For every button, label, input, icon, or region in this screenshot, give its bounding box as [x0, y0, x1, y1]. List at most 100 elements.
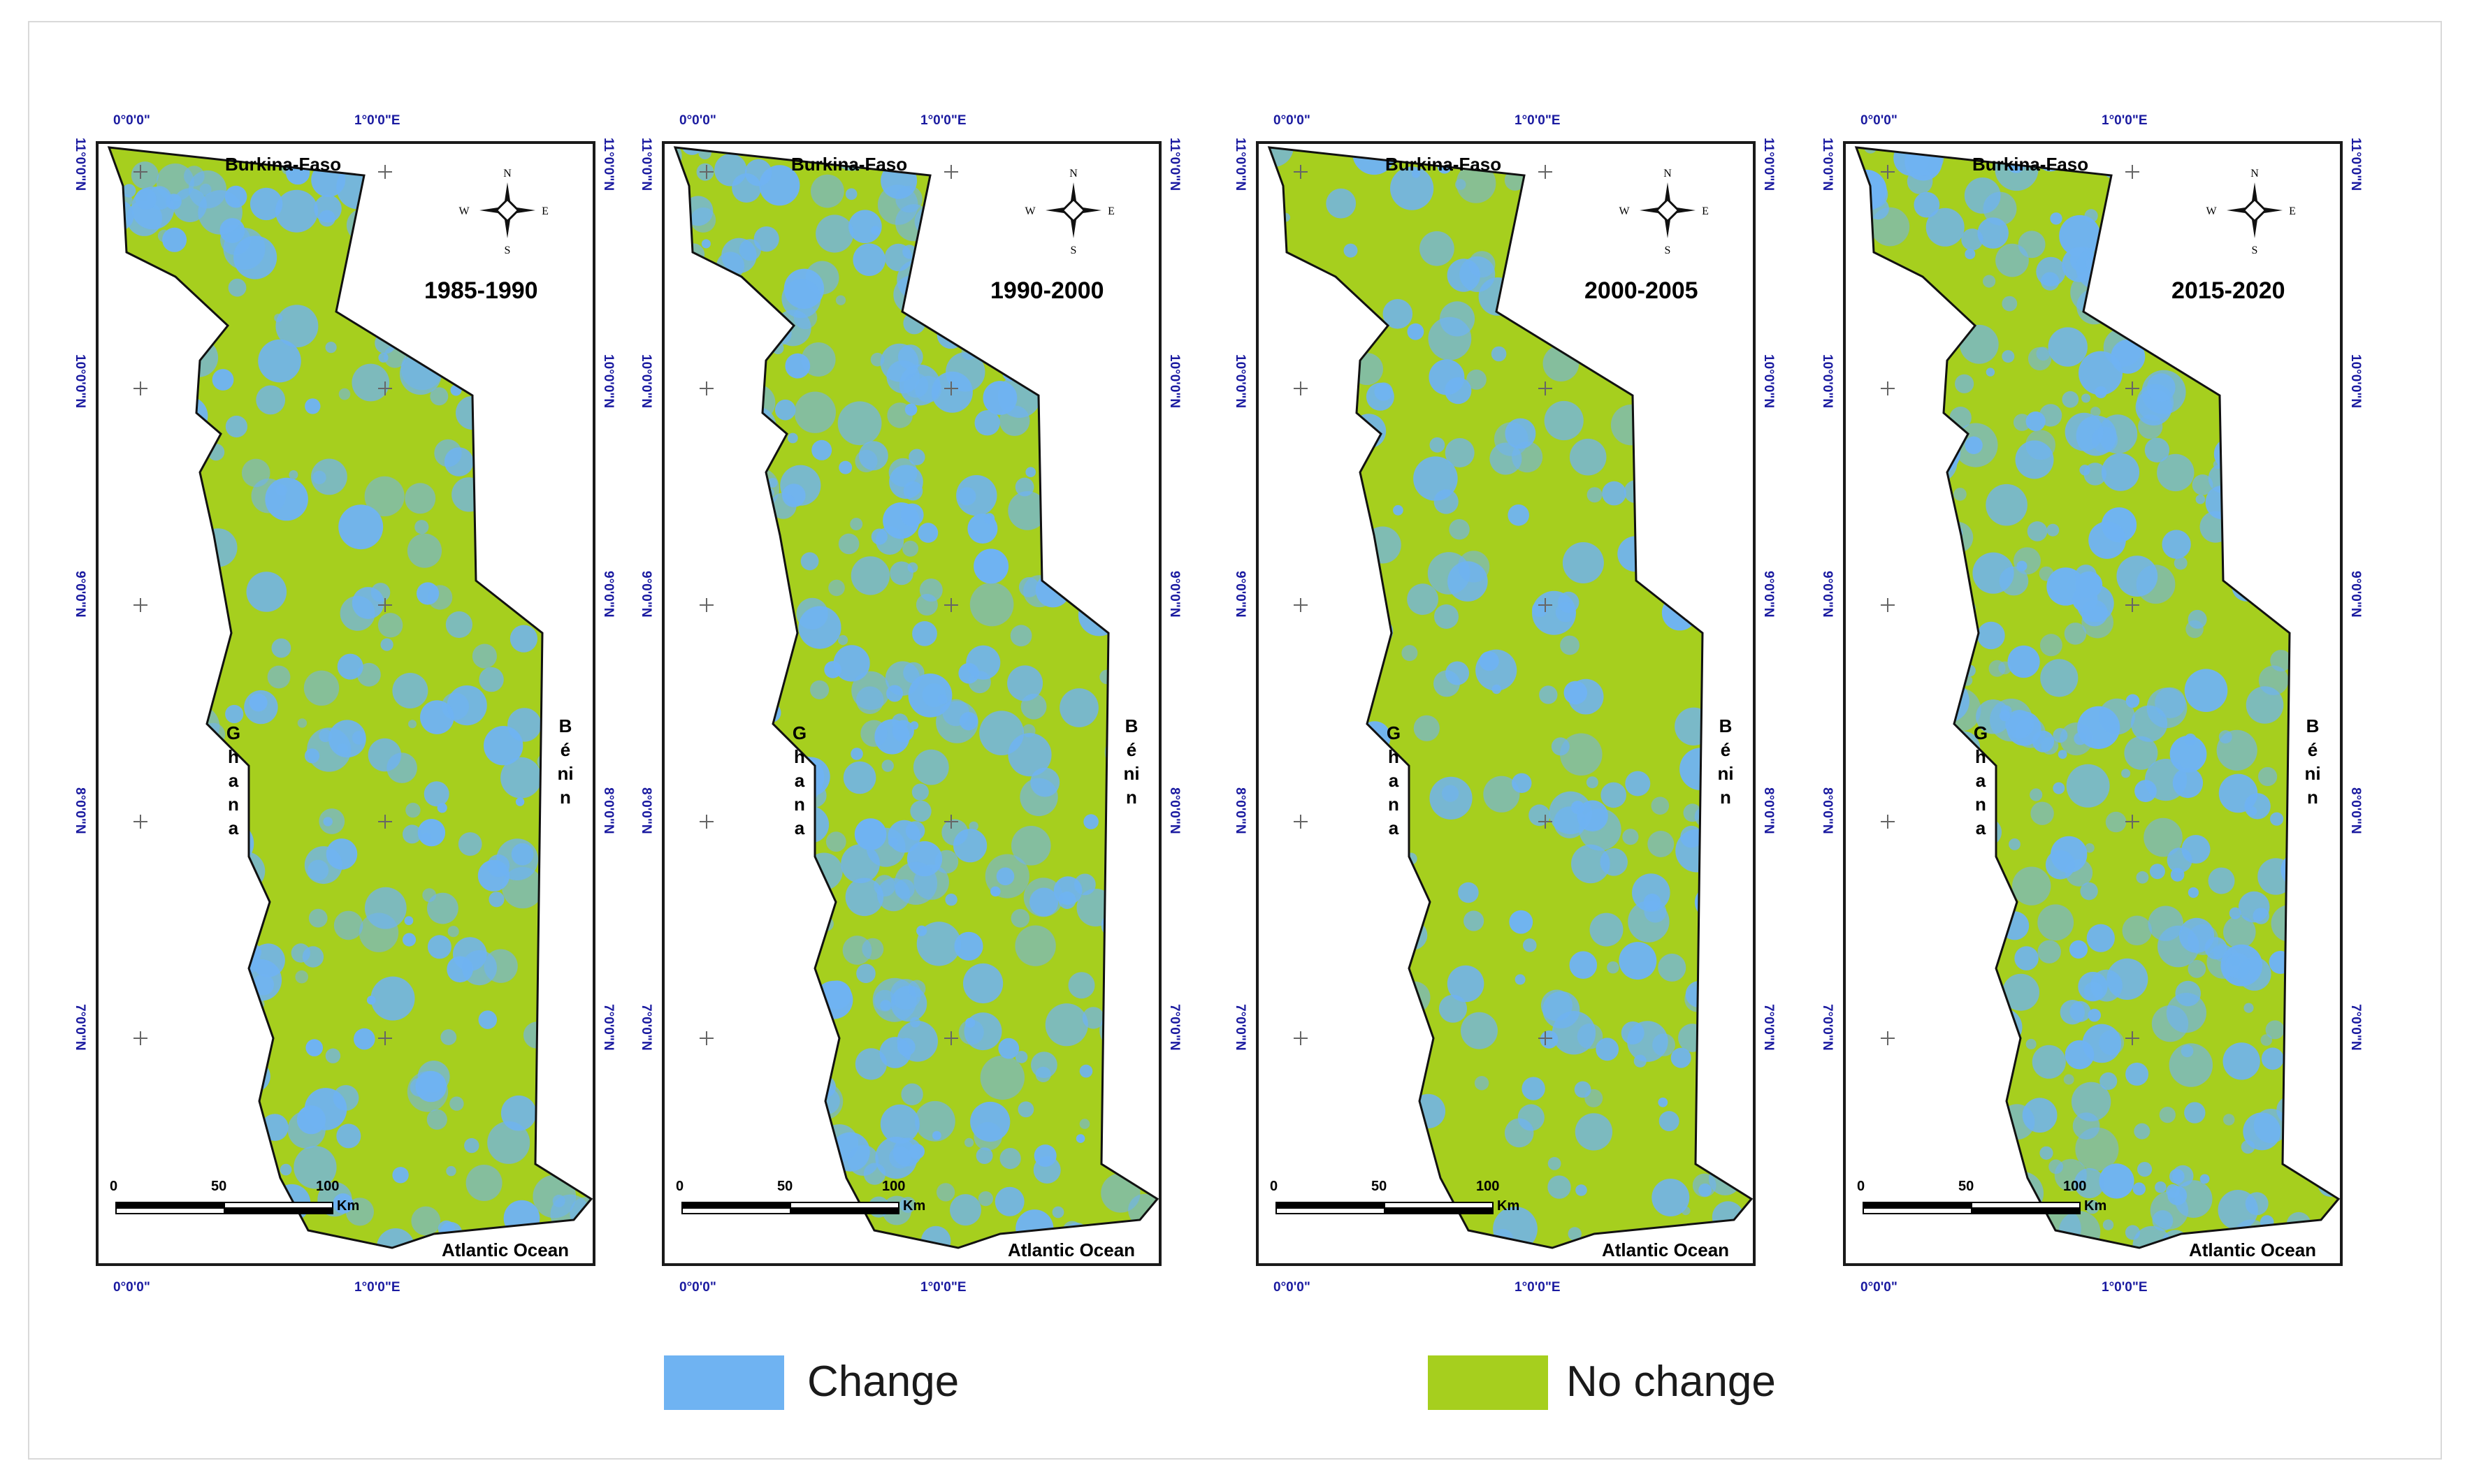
- lat-label-left: 7°0'0"N: [1233, 1004, 1248, 1051]
- change-patch: [424, 781, 449, 807]
- change-patch: [1304, 448, 1317, 462]
- change-patch: [178, 475, 194, 491]
- change-patch: [1986, 368, 1995, 377]
- change-patch: [1711, 289, 1751, 334]
- change-patch: [1867, 1091, 1900, 1125]
- change-patch: [2220, 158, 2246, 184]
- change-patch: [2105, 811, 2127, 833]
- change-patch: [2313, 159, 2339, 197]
- change-patch: [1669, 400, 1683, 414]
- change-patch: [388, 162, 421, 196]
- change-patch: [1530, 233, 1564, 267]
- change-patch: [760, 1112, 776, 1128]
- change-patch: [767, 478, 778, 488]
- change-patch: [711, 713, 754, 757]
- change-patch: [1445, 438, 1475, 467]
- change-patch: [2304, 321, 2339, 361]
- change-patch: [890, 985, 927, 1022]
- change-patch: [2246, 686, 2284, 724]
- change-patch: [204, 1209, 250, 1248]
- change-patch: [2014, 547, 2041, 575]
- change-patch: [2125, 1062, 2149, 1086]
- change-patch: [517, 456, 539, 477]
- lon-label-bottom: 1°0'0"E: [354, 1280, 400, 1295]
- change-patch: [109, 572, 134, 606]
- change-patch: [2080, 882, 2098, 901]
- change-patch: [132, 427, 147, 442]
- change-patch: [232, 1225, 271, 1248]
- change-patch: [2127, 284, 2145, 303]
- change-patch: [811, 174, 844, 208]
- change-patch: [1507, 238, 1542, 274]
- change-patch: [525, 342, 570, 386]
- change-patch: [2195, 494, 2206, 504]
- change-patch: [1131, 392, 1149, 410]
- territory-outline: [1267, 146, 1753, 1249]
- change-patch: [974, 1121, 1002, 1151]
- change-patch: [122, 184, 136, 198]
- change-patch: [1856, 504, 1869, 539]
- change-patch: [934, 168, 971, 204]
- change-patch: [1559, 316, 1595, 351]
- change-patch: [2066, 764, 2110, 808]
- change-patch: [168, 310, 189, 332]
- change-patch: [319, 808, 345, 834]
- change-patch: [1712, 1201, 1744, 1233]
- change-patch: [1622, 829, 1639, 845]
- compass-center: [1655, 198, 1680, 223]
- change-patch: [1439, 301, 1475, 337]
- change-patch: [675, 803, 688, 818]
- change-patch: [563, 859, 584, 880]
- change-patch: [411, 1206, 441, 1236]
- change-patch: [701, 239, 711, 249]
- compass-center: [495, 198, 520, 223]
- change-patch: [1658, 1097, 1668, 1107]
- change-patch: [961, 194, 989, 223]
- change-patch: [109, 1228, 132, 1248]
- change-patch: [1008, 491, 1048, 530]
- change-patch: [2062, 391, 2079, 408]
- change-patch: [1589, 912, 1624, 947]
- change-patch: [1896, 414, 1930, 448]
- change-patch: [1310, 859, 1343, 892]
- change-patch: [515, 797, 525, 806]
- change-patch: [835, 295, 846, 305]
- change-patch: [514, 320, 547, 353]
- change-patch: [937, 1183, 955, 1202]
- change-patch: [1413, 456, 1458, 501]
- change-patch: [1695, 167, 1720, 192]
- compass-rose: N S E W: [1025, 168, 1114, 256]
- lat-label-left: 8°0'0"N: [639, 787, 653, 834]
- change-patch: [558, 361, 581, 383]
- change-patch: [1269, 567, 1287, 608]
- lat-label-right: 7°0'0"N: [2348, 1004, 2363, 1051]
- change-patch: [154, 1061, 196, 1104]
- change-patch: [1872, 951, 1908, 987]
- change-patch: [1401, 645, 1418, 662]
- change-patch: [742, 560, 753, 572]
- change-patch: [726, 555, 758, 588]
- change-patch: [1109, 623, 1129, 642]
- lat-label-right: 11°0'0"N: [1761, 138, 1776, 191]
- change-patch: [958, 168, 999, 209]
- change-patch: [1067, 410, 1106, 449]
- legend-swatch-no-change: [1428, 1355, 1548, 1410]
- change-patch: [198, 190, 243, 235]
- change-patch: [333, 1193, 354, 1214]
- change-patch: [765, 1225, 793, 1248]
- lon-label-bottom: 0°0'0": [113, 1280, 150, 1295]
- change-patch: [1461, 1012, 1498, 1049]
- change-patch: [472, 643, 498, 669]
- change-patch: [1343, 243, 1358, 258]
- scale-bar: [115, 1202, 333, 1214]
- change-patch: [765, 1213, 788, 1237]
- change-patch: [2308, 952, 2339, 994]
- map-frame: N S E W: [96, 141, 595, 1266]
- scale-segment: [790, 1202, 899, 1209]
- change-patch: [136, 395, 182, 441]
- change-patch: [413, 164, 457, 208]
- scale-segment: [224, 1202, 333, 1209]
- change-patch: [446, 1165, 456, 1177]
- change-patch: [915, 1100, 955, 1142]
- change-patch: [698, 147, 711, 160]
